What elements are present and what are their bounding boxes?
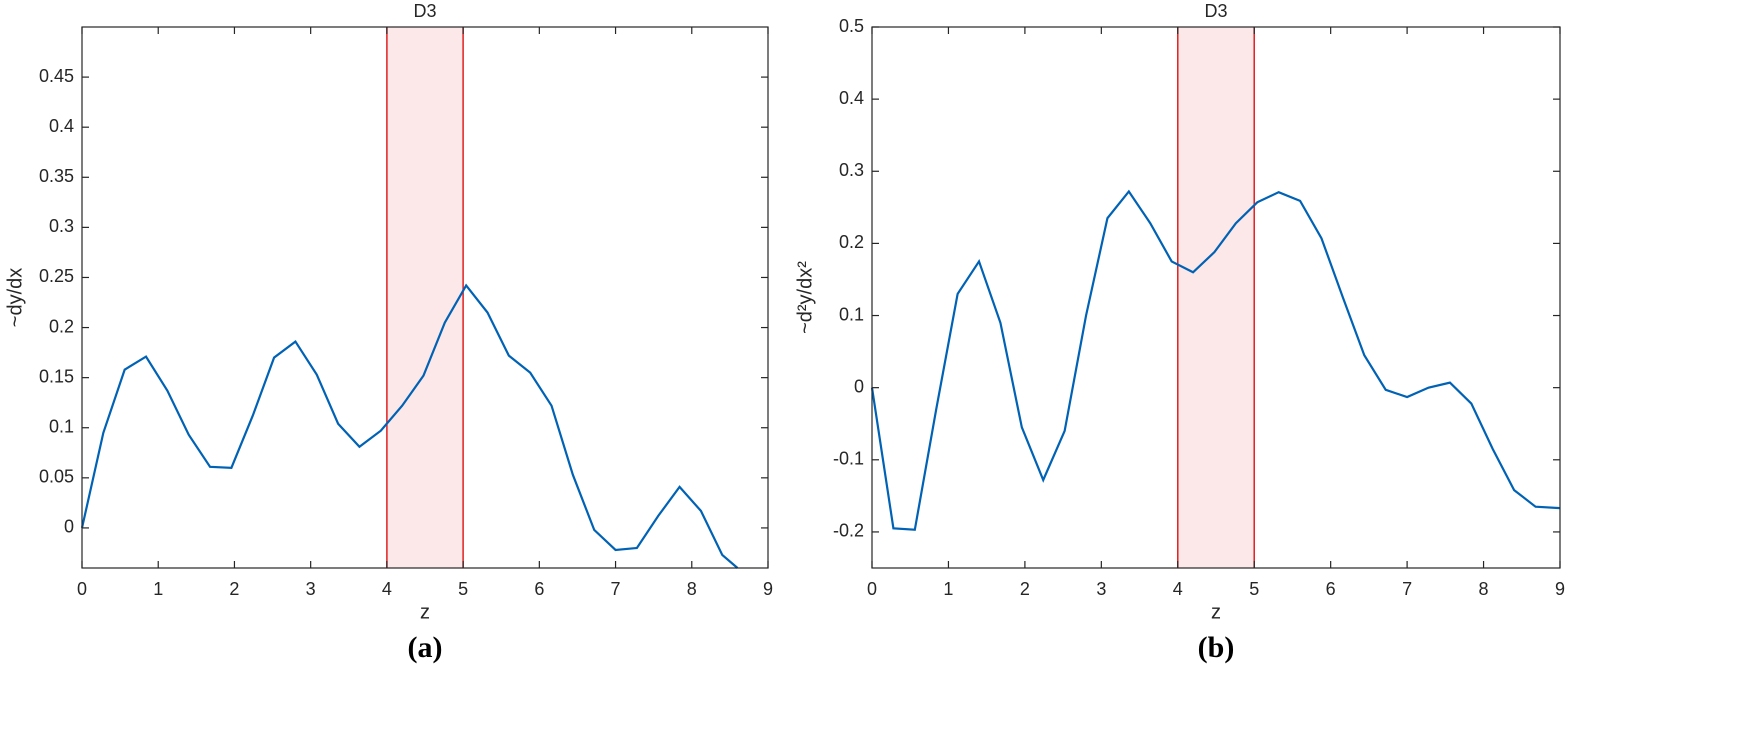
y-axis-label: ~dy/dx: [4, 268, 26, 327]
y-tick-label: 0.2: [839, 232, 864, 252]
panel-label: (a): [408, 631, 443, 664]
y-tick-label: 0.1: [49, 416, 74, 436]
x-tick-label: 1: [943, 579, 953, 599]
data-line: [80, 283, 739, 569]
y-tick-label: 0.35: [39, 166, 74, 186]
y-tick-label: 0.25: [39, 266, 74, 286]
x-tick-label: 4: [382, 579, 392, 599]
x-tick-label: 2: [229, 579, 239, 599]
y-tick-label: -0.1: [833, 449, 864, 469]
y-tick-label: 0: [854, 376, 864, 396]
x-tick-label: 8: [687, 579, 697, 599]
y-tick-label: 0.05: [39, 467, 74, 487]
plot-frame: [871, 26, 1561, 569]
x-tick-label: 7: [1402, 579, 1412, 599]
x-tick-label: 2: [1020, 579, 1030, 599]
x-tick-label: 5: [458, 579, 468, 599]
chart-title: D3: [1204, 1, 1227, 21]
x-axis-label: z: [420, 601, 430, 623]
y-tick-label: 0.1: [839, 304, 864, 324]
y-tick-label: 0.3: [839, 160, 864, 180]
y-tick-label: 0.45: [39, 66, 74, 86]
x-tick-label: 0: [77, 579, 87, 599]
highlight-band: [1177, 27, 1255, 568]
data-line: [870, 189, 1561, 531]
panel-label: (b): [1198, 631, 1235, 664]
y-tick-label: 0.4: [839, 88, 864, 108]
x-tick-label: 9: [1555, 579, 1565, 599]
highlight-band: [386, 27, 464, 568]
y-tick-label: 0.5: [839, 16, 864, 36]
x-tick-label: 0: [867, 579, 877, 599]
x-tick-label: 1: [153, 579, 163, 599]
x-tick-label: 9: [763, 579, 773, 599]
x-tick-label: 4: [1173, 579, 1183, 599]
x-tick-label: 8: [1479, 579, 1489, 599]
y-tick-label: -0.2: [833, 521, 864, 541]
x-axis-label: z: [1211, 601, 1221, 623]
x-tick-label: 5: [1249, 579, 1259, 599]
y-tick-label: 0: [64, 517, 74, 537]
y-tick-label: 0.4: [49, 116, 74, 136]
y-tick-label: 0.15: [39, 366, 74, 386]
y-tick-label: 0.2: [49, 316, 74, 336]
chart-title: D3: [413, 1, 436, 21]
plot-frame: [81, 26, 769, 569]
y-axis-label: ~d²y/dx²: [794, 261, 816, 334]
x-tick-label: 6: [1326, 579, 1336, 599]
x-tick-label: 3: [1096, 579, 1106, 599]
x-tick-label: 6: [534, 579, 544, 599]
y-tick-label: 0.3: [49, 216, 74, 236]
x-tick-label: 7: [611, 579, 621, 599]
x-tick-label: 3: [306, 579, 316, 599]
